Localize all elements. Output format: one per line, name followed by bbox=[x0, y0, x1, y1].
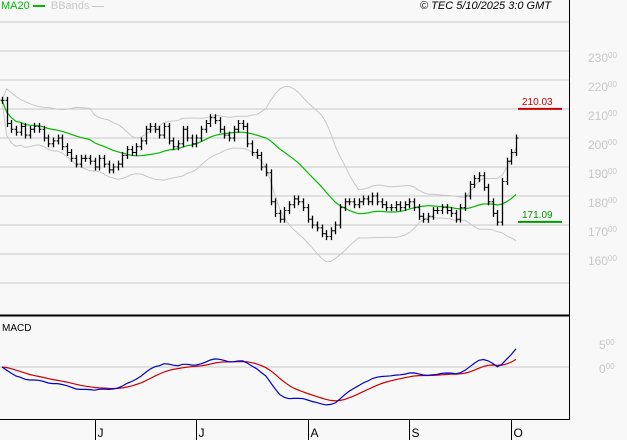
bband-upper-line bbox=[1, 86, 517, 198]
y-tick-label: 22000 bbox=[588, 80, 617, 94]
y-tick-label: 21000 bbox=[588, 109, 617, 123]
copyright-text: © TEC 5/10/2025 3:0 GMT bbox=[420, 0, 551, 12]
macd-tick-label: 500 bbox=[599, 338, 615, 352]
macd-line bbox=[1, 348, 517, 406]
bband-lower-line bbox=[1, 100, 517, 263]
month-label: S bbox=[412, 426, 420, 440]
price-marker-label: 210.03 bbox=[522, 97, 553, 108]
y-tick-label: 19000 bbox=[588, 167, 617, 181]
ma20-line bbox=[1, 100, 517, 215]
y-tick-label: 18000 bbox=[588, 196, 617, 210]
macd-title: MACD bbox=[2, 323, 31, 334]
legend-bbands-label: BBands bbox=[50, 0, 90, 12]
price-marker-label: 171.09 bbox=[522, 210, 553, 221]
legend-ma20: MA20 bbox=[1, 0, 45, 12]
legend-ma20-swatch bbox=[32, 5, 45, 8]
y-tick-label: 17000 bbox=[588, 225, 617, 239]
indicator-legend: MA20 BBands bbox=[1, 0, 105, 12]
y-tick-label: 23000 bbox=[588, 51, 617, 65]
month-label: A bbox=[311, 426, 319, 440]
legend-bbands-swatch bbox=[92, 5, 105, 7]
macd-signal-line bbox=[1, 358, 517, 402]
macd-tick-label: 000 bbox=[599, 362, 615, 376]
legend-ma20-label: MA20 bbox=[1, 0, 30, 12]
month-label: O bbox=[514, 426, 523, 440]
y-tick-label: 16000 bbox=[588, 254, 617, 268]
y-tick-label: 20000 bbox=[588, 138, 617, 152]
month-label: J bbox=[199, 426, 205, 440]
legend-bbands: BBands bbox=[51, 0, 105, 12]
month-label: J bbox=[98, 426, 104, 440]
